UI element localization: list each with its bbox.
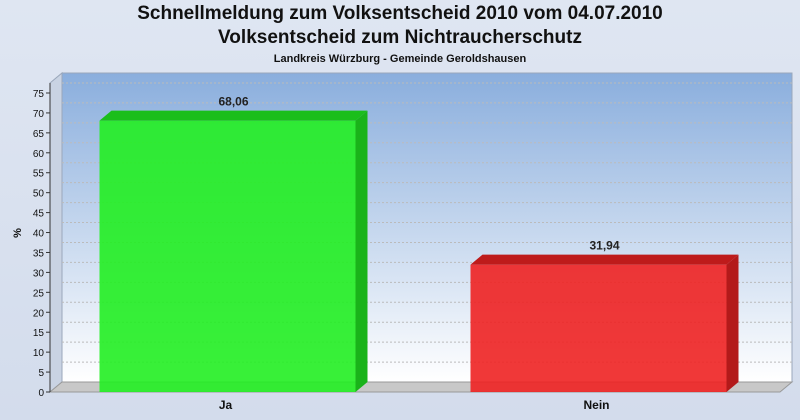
x-tick-label: Nein [583, 398, 609, 412]
y-tick-label: 15 [33, 328, 45, 339]
y-tick-label: 65 [33, 129, 45, 140]
y-tick-label: 40 [33, 229, 45, 240]
y-tick-label: 45 [33, 209, 45, 220]
bar-top [99, 110, 368, 121]
data-label: 31,94 [589, 239, 619, 253]
plot-side-wall [49, 71, 63, 394]
y-tick-label: 25 [33, 288, 45, 299]
x-tick-label: Ja [219, 398, 233, 412]
bar-front [470, 264, 727, 392]
y-tick-label: 70 [33, 109, 45, 120]
data-label: 68,06 [218, 95, 248, 109]
y-tick-label: 0 [38, 388, 44, 399]
bar-nein: 31,94 [470, 239, 739, 392]
x-axis: Ja Nein [219, 398, 610, 412]
y-tick-label: 75 [33, 89, 45, 100]
bar-ja: 68,06 [99, 95, 368, 392]
y-tick-label: 10 [33, 348, 45, 359]
chart-title: Schnellmeldung zum Volksentscheid 2010 v… [137, 3, 663, 24]
bars: 68,06 31,94 [99, 95, 739, 392]
y-tick-label: 20 [33, 308, 45, 319]
y-tick-label: 30 [33, 268, 45, 279]
chart-subtitle: Volksentscheid zum Nichtraucherschutz [218, 27, 582, 48]
y-tick-label: 55 [33, 169, 45, 180]
y-tick-label: 5 [38, 368, 44, 379]
y-axis-label: % [12, 228, 24, 238]
y-tick-label: 60 [33, 149, 45, 160]
chart-region: Landkreis Würzburg - Gemeinde Geroldshau… [273, 53, 527, 65]
bar-side [355, 110, 368, 392]
y-tick-label: 50 [33, 189, 45, 200]
bar-front [99, 120, 356, 392]
y-tick-label: 35 [33, 248, 45, 259]
bar-side [726, 254, 739, 392]
y-axis: 0 5 10 15 20 25 30 35 40 45 50 55 60 65 70 75 [33, 83, 51, 399]
bar-top [470, 254, 739, 265]
